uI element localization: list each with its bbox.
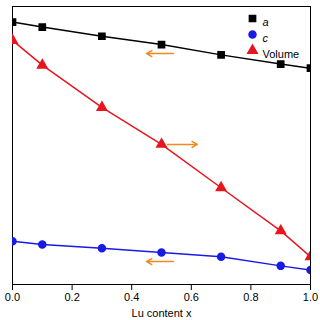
svg-text:Lu content x: Lu content x (132, 307, 192, 319)
svg-text:0.4: 0.4 (124, 291, 139, 303)
svg-text:0.2: 0.2 (64, 291, 79, 303)
svg-text:1.0: 1.0 (303, 291, 318, 303)
svg-text:0.0: 0.0 (5, 291, 20, 303)
svg-text:a: a (263, 16, 269, 28)
svg-text:Volume: Volume (263, 48, 300, 60)
svg-text:0.8: 0.8 (243, 291, 258, 303)
svg-text:0.6: 0.6 (184, 291, 199, 303)
svg-text:c: c (263, 32, 269, 44)
